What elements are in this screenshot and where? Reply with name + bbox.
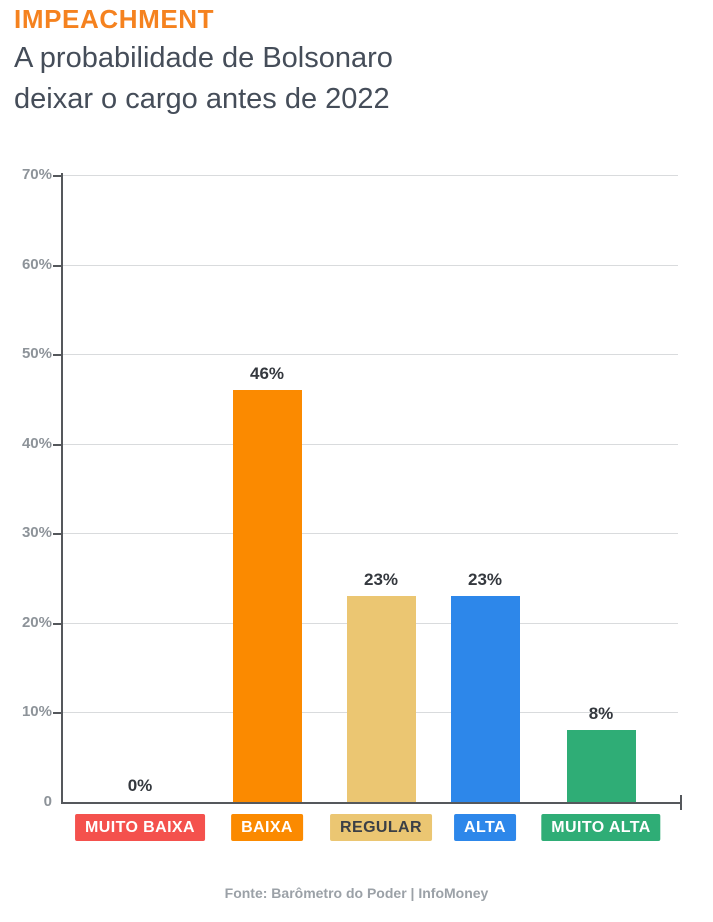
grid-line (63, 444, 678, 445)
bar-value-label: 23% (363, 570, 399, 589)
source-note: Fonte: Barômetro do Poder | InfoMoney (224, 885, 489, 901)
y-axis-tick (53, 175, 61, 177)
bar (567, 730, 636, 802)
category-label: ALTA (454, 814, 516, 841)
y-axis-tick (53, 533, 61, 535)
category-label: REGULAR (330, 814, 432, 841)
y-axis-tick-label: 0 (43, 793, 52, 810)
y-axis-tick (53, 354, 61, 356)
category-label: BAIXA (231, 814, 303, 841)
y-axis-tick (53, 444, 61, 446)
y-axis-tick (53, 265, 61, 267)
bar-value-label: 23% (467, 570, 503, 589)
y-axis-tick-label: 60% (21, 256, 52, 273)
y-axis-line (61, 173, 63, 804)
page-title-line2: deixar o cargo antes de 2022 (14, 83, 390, 115)
y-axis-tick-label: 30% (21, 524, 52, 541)
bar-value-label: 46% (249, 364, 285, 383)
y-axis-tick (53, 623, 61, 625)
x-axis-line (61, 802, 681, 804)
x-axis-end-tick (680, 795, 682, 810)
y-axis-tick-label: 50% (21, 345, 52, 362)
bar (347, 596, 416, 802)
y-axis-tick (53, 712, 61, 714)
grid-line (63, 175, 678, 176)
category-label: MUITO BAIXA (75, 814, 205, 841)
page-title-line1: A probabilidade de Bolsonaro (14, 42, 393, 74)
y-axis-tick-label: 40% (21, 435, 52, 452)
grid-line (63, 265, 678, 266)
bar (451, 596, 520, 802)
kicker-title: IMPEACHMENT (14, 4, 215, 34)
bar (233, 390, 302, 802)
y-axis-tick-label: 70% (21, 166, 52, 183)
y-axis-tick-label: 10% (21, 703, 52, 720)
grid-line (63, 533, 678, 534)
category-label: MUITO ALTA (541, 814, 661, 841)
page-title: A probabilidade de Bolsonaro deixar o ca… (14, 38, 393, 120)
grid-line (63, 354, 678, 355)
y-axis-tick-label: 20% (21, 614, 52, 631)
bar-value-label: 0% (127, 776, 153, 795)
bar-value-label: 8% (588, 704, 614, 723)
